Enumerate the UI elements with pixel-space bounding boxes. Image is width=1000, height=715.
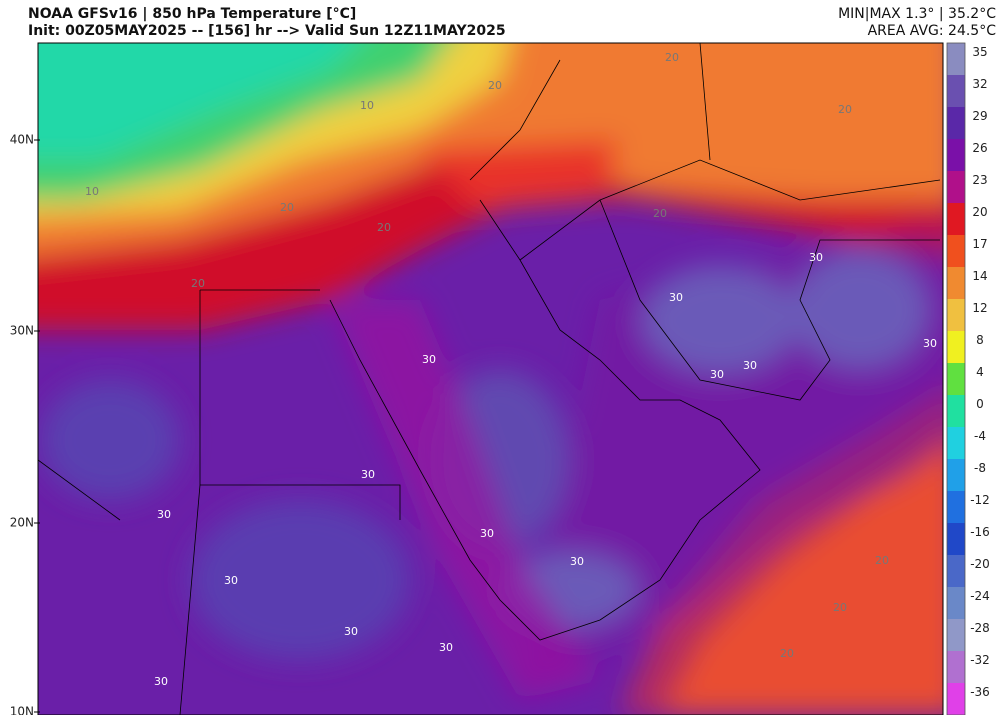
colorbar-swatch <box>947 75 965 108</box>
contour-label: 20 <box>875 554 889 567</box>
colorbar-swatch <box>947 171 965 204</box>
contour-label: 20 <box>838 103 852 116</box>
contour-label: 30 <box>480 527 494 540</box>
colorbar-swatch <box>947 299 965 332</box>
colorbar-swatch <box>947 107 965 140</box>
colorbar-swatch <box>947 491 965 524</box>
colorbar-swatch <box>947 555 965 588</box>
borders <box>38 43 941 715</box>
contour-label: 30 <box>344 625 358 638</box>
colorbar-swatch <box>947 139 965 172</box>
colorbar-swatch <box>947 459 965 492</box>
colorbar-label: 0 <box>976 397 984 411</box>
colorbar-label: -32 <box>970 653 990 667</box>
map-frame <box>37 42 944 715</box>
colorbar-swatch <box>947 331 965 364</box>
colorbar-label: -8 <box>974 461 986 475</box>
temperature-field <box>38 43 943 715</box>
contour-label: 30 <box>743 359 757 372</box>
area-average: AREA AVG: 24.5°C <box>868 23 997 39</box>
colorbar-swatch <box>947 203 965 236</box>
contour-label: 20 <box>653 207 667 220</box>
contour-label: 30 <box>923 337 937 350</box>
colorbar-label: 23 <box>972 173 987 187</box>
contour-label: 20 <box>377 221 391 234</box>
colorbar-label: 17 <box>972 237 987 251</box>
colorbar-label: -28 <box>970 621 990 635</box>
contour-label: 30 <box>157 508 171 521</box>
colorbar: 35 32 29 26 23 20 17 14 12 8 4 0 -4 -8 -12 -16 -20 -24 -28… <box>946 42 990 715</box>
contour-label: 30 <box>809 251 823 264</box>
contour-label: 20 <box>191 277 205 290</box>
latitude-label: 30N <box>10 324 34 338</box>
colorbar-label: -36 <box>970 685 990 699</box>
colorbar-swatch <box>947 427 965 460</box>
colorbar-label: -16 <box>970 525 990 539</box>
contour-label: 30 <box>710 368 724 381</box>
contour-label: 30 <box>669 291 683 304</box>
contour-label: 20 <box>780 647 794 660</box>
colorbar-label: 4 <box>976 365 984 379</box>
title: NOAA GFSv16 | 850 hPa Temperature [°C] <box>28 6 356 22</box>
contour-label: 20 <box>488 79 502 92</box>
colorbar-label: 8 <box>976 333 984 347</box>
contour-label: 30 <box>422 353 436 366</box>
colorbar-swatch <box>947 587 965 620</box>
latitude-labels: 40N 30N 20N 10N <box>10 133 40 715</box>
colorbar-label: 12 <box>972 301 987 315</box>
subtitle: Init: 00Z05MAY2025 -- [156] hr --> Valid… <box>28 23 506 39</box>
colorbar-label: 20 <box>972 205 987 219</box>
colorbar-swatch <box>947 267 965 300</box>
colorbar-label: -20 <box>970 557 990 571</box>
colorbar-swatch <box>947 651 965 684</box>
contour-label: 30 <box>224 574 238 587</box>
colorbar-frame <box>946 42 966 715</box>
colorbar-swatch <box>947 523 965 556</box>
colorbar-label: 14 <box>972 269 987 283</box>
colorbar-swatch <box>947 395 965 428</box>
colorbar-label: 35 <box>972 45 987 59</box>
colorbar-label: 26 <box>972 141 987 155</box>
colorbar-label: 29 <box>972 109 987 123</box>
colorbar-swatch <box>947 619 965 652</box>
min-max: MIN|MAX 1.3° | 35.2°C <box>838 6 996 22</box>
colorbar-swatch <box>947 683 965 715</box>
contour-label: 30 <box>439 641 453 654</box>
colorbar-label: -12 <box>970 493 990 507</box>
colorbar-swatch <box>947 235 965 268</box>
contour-label: 30 <box>361 468 375 481</box>
map: 20 20 20 20 20 20 20 20 20 20 10 10 30 30 30 30 30 30 30 30… <box>38 43 943 715</box>
contour-label: 10 <box>360 99 374 112</box>
colorbar-label: -4 <box>974 429 986 443</box>
contour-label: 20 <box>833 601 847 614</box>
contour-label: 10 <box>85 185 99 198</box>
contour-label: 30 <box>570 555 584 568</box>
colorbar-label: 32 <box>972 77 987 91</box>
colorbar-label: -24 <box>970 589 990 603</box>
colorbar-swatch <box>947 43 965 76</box>
contour-label: 20 <box>280 201 294 214</box>
contour-labels: 20 20 20 20 20 20 20 20 20 20 10 10 30 30 30 30 30 30 30 30… <box>85 51 937 688</box>
contour-label: 30 <box>154 675 168 688</box>
latitude-label: 20N <box>10 516 34 530</box>
contour-label: 20 <box>665 51 679 64</box>
colorbar-swatch <box>947 363 965 396</box>
latitude-label: 10N <box>10 705 34 715</box>
latitude-label: 40N <box>10 133 34 147</box>
